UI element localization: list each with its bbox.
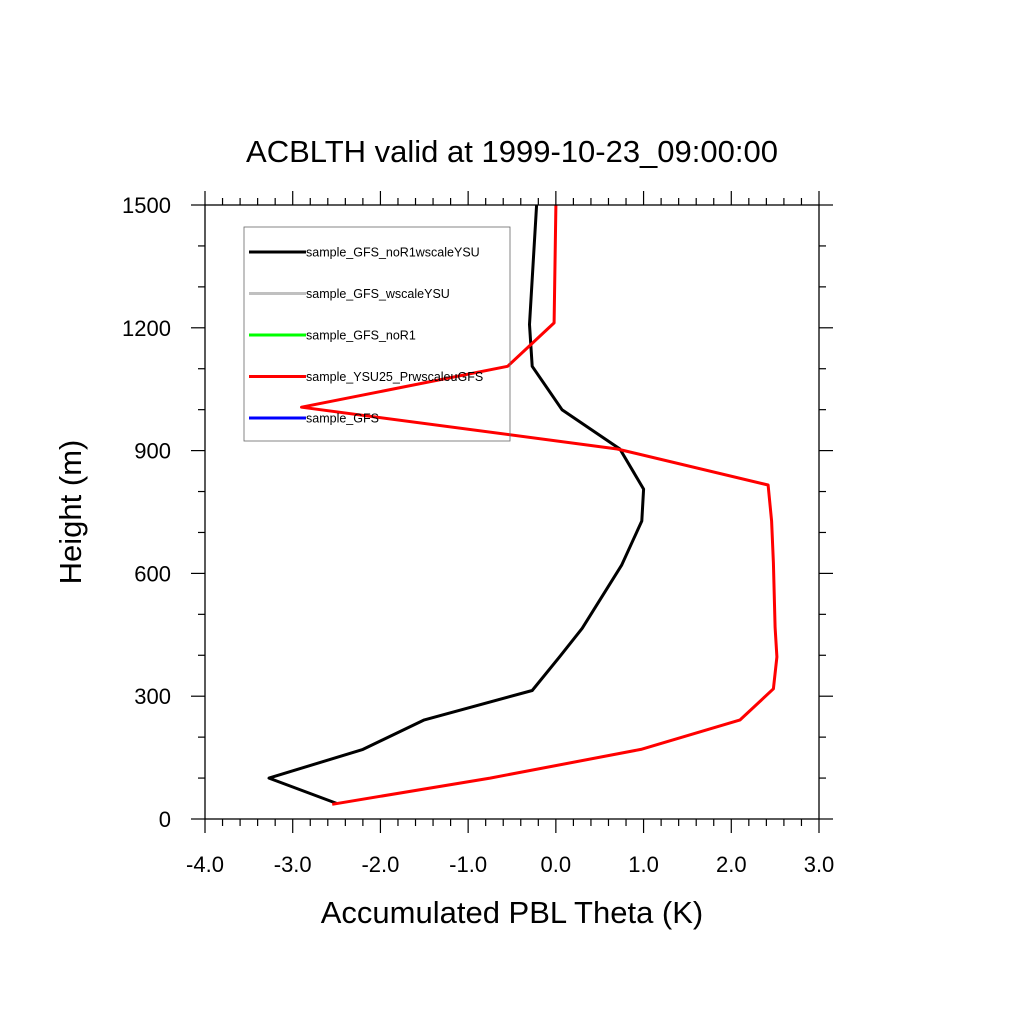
x-tick-label: -4.0: [186, 852, 224, 877]
legend-label-3: sample_YSU25_PrwscaleuGFS: [306, 370, 483, 384]
legend-box: [243, 226, 511, 442]
plot-area: [267, 204, 779, 806]
x-tick-label: 3.0: [804, 852, 835, 877]
y-tick-label: 0: [159, 807, 171, 832]
x-tick-label: 2.0: [716, 852, 747, 877]
plot-frame: [204, 204, 820, 820]
x-tick-label: -2.0: [361, 852, 399, 877]
series-line-0: [267, 204, 646, 805]
chart-title: ACBLTH valid at 1999-10-23_09:00:00: [246, 134, 778, 169]
y-tick-label: 900: [134, 439, 171, 464]
x-tick-label: 0.0: [541, 852, 572, 877]
legend-label-4: sample_GFS: [306, 412, 379, 426]
y-tick-label: 1200: [122, 316, 171, 341]
axis-ticks: -4.0 -3.0 -2.0 -1.0 0.0 1.0 2.0 3.0 0 300 600 900 12…: [122, 191, 834, 877]
x-axis-label: Accumulated PBL Theta (K): [321, 895, 704, 930]
legend-label-1: sample_GFS_wscaleYSU: [306, 287, 450, 301]
x-tick-label: 1.0: [628, 852, 659, 877]
series-line-3: [300, 204, 779, 806]
y-tick-label: 1500: [122, 193, 171, 218]
y-tick-label: 300: [134, 684, 171, 709]
x-tick-label: -3.0: [274, 852, 312, 877]
x-tick-label: -1.0: [449, 852, 487, 877]
legend: sample_GFS_noR1wscaleYSU sample_GFS_wscal…: [243, 226, 511, 442]
legend-label-0: sample_GFS_noR1wscaleYSU: [306, 246, 480, 260]
y-axis-label: Height (m): [53, 440, 88, 585]
y-tick-label: 600: [134, 561, 171, 586]
legend-label-2: sample_GFS_noR1: [306, 329, 416, 343]
